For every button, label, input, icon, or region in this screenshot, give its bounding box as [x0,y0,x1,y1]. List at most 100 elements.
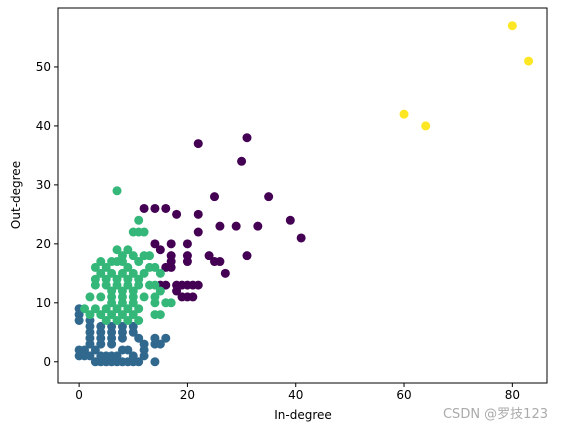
point [128,298,138,308]
point [85,339,95,349]
point [128,327,138,337]
point [253,221,263,231]
point [96,310,106,320]
point [155,339,165,349]
y-axis-label: Out-degree [9,161,23,229]
point [150,357,160,367]
y-tick-label: 30 [36,178,51,192]
point [90,304,100,314]
point [166,262,176,272]
point [264,192,274,202]
point [139,292,149,302]
point [139,268,149,278]
point [107,298,117,308]
point [215,257,225,267]
point [134,274,144,284]
point [90,274,100,284]
point [145,251,155,261]
point [139,351,149,361]
point [139,203,149,213]
x-tick-label: 40 [288,388,303,402]
point [107,268,117,278]
point [112,351,122,361]
point [85,351,95,361]
point [101,316,111,325]
point [128,251,138,261]
point [220,268,230,278]
point [237,156,247,166]
point [90,345,100,355]
point [155,268,165,278]
point [150,280,160,290]
x-tick-label: 80 [505,388,520,402]
point [231,221,241,231]
point [150,298,160,308]
point [96,351,106,361]
point [112,245,122,255]
point [161,203,171,213]
point [166,239,176,249]
point [134,333,144,343]
point [112,316,122,325]
point [193,209,203,219]
point [107,310,117,320]
point [123,316,133,325]
point [150,203,160,213]
y-tick-label: 20 [36,237,51,251]
point [172,209,182,219]
point [150,239,160,249]
point [161,298,171,308]
watermark: CSDN @罗技123 [443,407,548,422]
point [117,257,127,267]
point [210,192,220,202]
point [421,121,431,131]
point [90,262,100,272]
point [134,257,144,267]
point [182,257,192,267]
point [101,274,111,284]
point [85,310,95,320]
point [507,21,517,31]
point [96,268,106,278]
point [193,227,203,237]
x-axis-label: In-degree [274,408,332,422]
plot-frame [57,7,548,384]
x-tick-label: 0 [75,388,83,402]
point [155,310,165,320]
point [139,227,149,237]
point [117,286,127,296]
point [524,56,534,66]
point [74,316,84,325]
x-tick-label: 60 [396,388,411,402]
point [80,304,90,314]
point [193,139,203,149]
y-tick-label: 10 [36,296,51,310]
point [117,345,127,355]
point [117,268,127,278]
point [134,304,144,314]
point [96,257,106,267]
point [117,310,127,320]
point [172,286,182,296]
point [399,109,409,119]
y-tick-label: 0 [43,355,51,369]
y-tick-label: 50 [36,60,51,74]
point [112,186,122,196]
point [85,292,95,302]
x-tick-label: 20 [180,388,195,402]
point [188,292,198,302]
point [182,239,192,249]
point [112,304,122,314]
point [155,245,165,255]
point [242,133,252,143]
point [155,286,165,296]
point [134,215,144,225]
point [285,215,295,225]
point [128,286,138,296]
point [96,339,106,349]
point [117,333,127,343]
y-tick-label: 40 [36,119,51,133]
point [117,298,127,308]
point [128,268,138,278]
